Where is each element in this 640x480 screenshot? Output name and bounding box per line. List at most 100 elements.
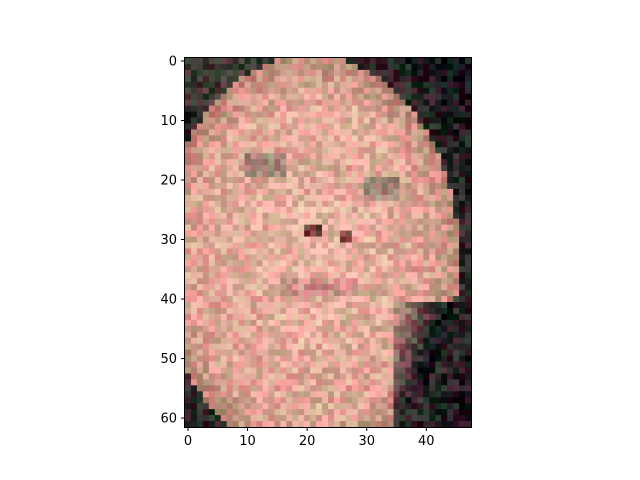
image-pixel	[208, 58, 216, 65]
image-pixel	[381, 331, 388, 339]
image-pixel	[375, 93, 383, 101]
image-pixel	[375, 147, 383, 154]
image-pixel	[399, 367, 406, 374]
image-pixel	[435, 99, 442, 107]
image-pixel	[357, 182, 365, 190]
image-pixel	[328, 272, 335, 279]
image-pixel	[250, 409, 257, 416]
image-pixel	[405, 373, 412, 380]
image-pixel	[298, 266, 305, 273]
image-pixel	[411, 230, 418, 237]
image-pixel	[232, 349, 240, 356]
image-pixel	[333, 147, 341, 154]
image-pixel	[190, 188, 198, 196]
image-pixel	[316, 325, 323, 333]
image-pixel	[250, 385, 257, 392]
image-pixel	[399, 266, 406, 273]
image-pixel	[268, 159, 275, 166]
image-pixel	[274, 379, 281, 386]
image-pixel	[274, 159, 281, 166]
image-pixel	[238, 296, 245, 303]
image-pixel	[399, 230, 406, 237]
image-pixel	[310, 69, 317, 77]
image-pixel	[256, 177, 263, 184]
image-pixel	[405, 111, 412, 118]
image-pixel	[226, 284, 234, 291]
image-pixel	[381, 302, 388, 309]
image-pixel	[447, 230, 454, 237]
image-pixel	[190, 284, 198, 291]
image-pixel	[238, 81, 245, 89]
image-pixel	[465, 260, 472, 267]
image-pixel	[250, 230, 257, 237]
image-pixel	[286, 188, 293, 196]
image-pixel	[387, 182, 394, 190]
image-pixel	[280, 367, 287, 374]
image-pixel	[185, 379, 192, 386]
image-pixel	[238, 194, 245, 202]
image-pixel	[345, 75, 353, 83]
image-pixel	[190, 313, 198, 321]
image-pixel	[357, 331, 365, 339]
image-pixel	[208, 278, 216, 285]
image-pixel	[185, 361, 192, 368]
image-pixel	[399, 284, 406, 291]
image-pixel	[381, 230, 388, 237]
image-pixel	[310, 307, 317, 315]
image-pixel	[328, 331, 335, 339]
image-pixel	[274, 99, 281, 107]
image-pixel	[268, 403, 275, 410]
image-pixel	[280, 254, 287, 261]
image-pixel	[208, 182, 216, 190]
image-pixel	[268, 105, 275, 112]
image-pixel	[292, 200, 299, 208]
image-pixel	[226, 307, 234, 315]
image-pixel	[411, 236, 418, 243]
image-pixel	[202, 290, 210, 297]
image-pixel	[185, 248, 192, 255]
image-pixel	[316, 248, 323, 255]
image-pixel	[298, 111, 305, 118]
image-pixel	[226, 302, 234, 309]
image-pixel	[357, 194, 365, 202]
image-pixel	[304, 117, 311, 124]
image-pixel	[280, 99, 287, 107]
image-pixel	[387, 141, 394, 148]
image-pixel	[411, 206, 418, 214]
image-pixel	[202, 87, 210, 95]
image-pixel	[447, 93, 454, 101]
image-pixel	[220, 194, 228, 202]
image-pixel	[322, 337, 329, 345]
image-pixel	[304, 58, 311, 65]
image-pixel	[185, 81, 192, 89]
image-pixel	[429, 284, 436, 291]
image-pixel	[322, 302, 329, 309]
image-pixel	[351, 379, 359, 386]
image-pixel	[363, 81, 371, 89]
image-pixel	[447, 409, 454, 416]
image-pixel	[214, 415, 222, 422]
image-pixel	[345, 296, 353, 303]
image-pixel	[417, 63, 424, 71]
image-pixel	[304, 177, 311, 184]
image-pixel	[453, 165, 460, 172]
image-pixel	[244, 278, 251, 285]
image-pixel	[238, 272, 245, 279]
image-pixel	[363, 367, 371, 374]
image-pixel	[280, 248, 287, 255]
image-pixel	[429, 206, 436, 214]
image-pixel	[226, 319, 234, 327]
image-pixel	[393, 415, 400, 422]
image-pixel	[333, 248, 341, 255]
image-pixel	[256, 278, 263, 285]
image-pixel	[387, 165, 394, 172]
image-pixel	[268, 99, 275, 107]
image-pixel	[232, 284, 240, 291]
image-pixel	[333, 236, 341, 243]
image-pixel	[369, 200, 377, 208]
image-pixel	[304, 355, 311, 362]
image-pixel	[232, 129, 240, 136]
image-pixel	[316, 254, 323, 261]
image-pixel	[322, 111, 329, 118]
image-pixel	[214, 307, 222, 315]
